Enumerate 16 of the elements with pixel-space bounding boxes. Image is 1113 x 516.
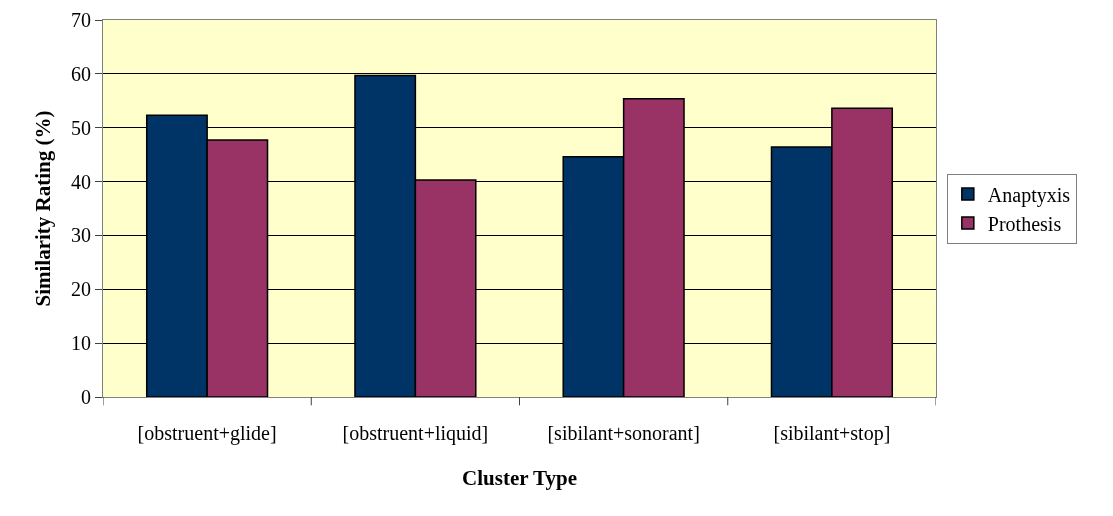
y-tick-label: 40 — [71, 170, 91, 193]
y-tick-label: 0 — [81, 386, 91, 408]
y-tick-label: 10 — [71, 332, 91, 355]
y-axis-title: Similarity Rating (%) — [31, 110, 56, 307]
x-tick-label: [sibilant+sonorant] — [547, 422, 700, 444]
y-tick-label: 20 — [71, 278, 91, 301]
x-tick-label: [sibilant+stop] — [773, 422, 891, 445]
legend-label: Anaptyxis — [987, 183, 1071, 207]
y-tick-label: 50 — [71, 116, 91, 139]
y-tick-label: 60 — [71, 62, 91, 85]
x-axis-title: Cluster Type — [462, 466, 577, 491]
y-tick-label: 70 — [71, 9, 91, 31]
legend-label: Prothesis — [987, 212, 1062, 235]
x-tick-label: [obstruent+glide] — [137, 422, 277, 445]
y-tick-label: 30 — [71, 224, 91, 247]
x-tick-label: [obstruent+liquid] — [342, 422, 489, 445]
